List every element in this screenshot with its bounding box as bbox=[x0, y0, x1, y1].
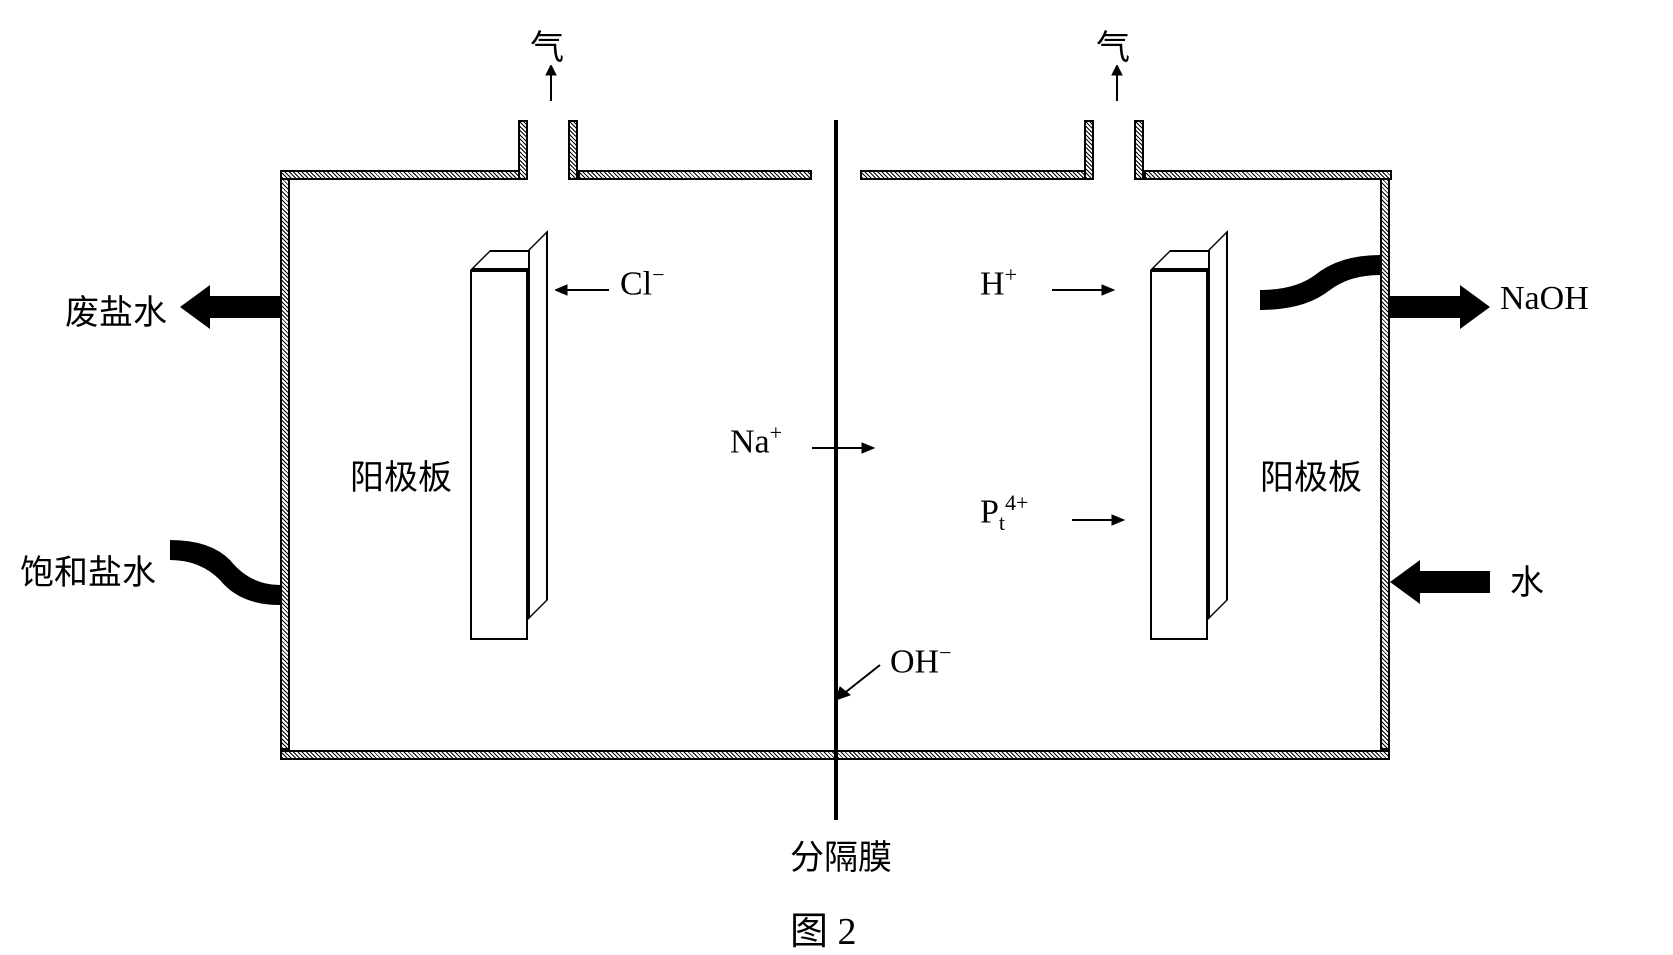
na-ion: Na+ bbox=[730, 420, 782, 461]
tank-top-2 bbox=[578, 170, 812, 180]
na-arrow bbox=[810, 438, 880, 458]
naoh-label: NaOH bbox=[1500, 280, 1589, 318]
figure-label: 图 2 bbox=[790, 900, 857, 955]
gas-label-right: 气 bbox=[1096, 20, 1130, 69]
tank-top-4 bbox=[1144, 170, 1392, 180]
pt-arrow bbox=[1070, 510, 1130, 530]
oh-ion: OH− bbox=[890, 640, 952, 681]
gas-stack-l1 bbox=[518, 120, 528, 180]
oh-arrow bbox=[830, 655, 890, 705]
sat-brine-pipe bbox=[170, 530, 310, 610]
h-ion: H+ bbox=[980, 262, 1017, 303]
gas-label-left: 气 bbox=[530, 20, 564, 69]
anode-plate-left bbox=[470, 250, 530, 640]
sat-brine-label: 饱和盐水 bbox=[20, 545, 156, 594]
gas-stack-r1 bbox=[1084, 120, 1094, 180]
gas-arrow-right bbox=[1109, 65, 1125, 105]
gas-stack-l2 bbox=[568, 120, 578, 180]
waste-brine-label: 废盐水 bbox=[65, 285, 167, 334]
anode-plate-right bbox=[1150, 250, 1210, 640]
tank-wall-left bbox=[280, 170, 290, 750]
cl-ion: Cl− bbox=[620, 262, 665, 303]
gas-arrow-left bbox=[543, 65, 559, 105]
pt-ion: Pt4+ bbox=[980, 490, 1028, 536]
membrane bbox=[834, 120, 838, 820]
membrane-label: 分隔膜 bbox=[790, 830, 892, 879]
electrolysis-diagram: 气 气 分隔膜 阳极板 阳极板 Cl− H+ bbox=[200, 70, 1470, 820]
waste-brine-arrow bbox=[180, 285, 280, 329]
naoh-arrow bbox=[1390, 285, 1490, 329]
tank-top-3 bbox=[860, 170, 1094, 180]
naoh-pipe bbox=[1260, 255, 1390, 325]
water-label: 水 bbox=[1510, 555, 1544, 604]
tank-top-1 bbox=[280, 170, 528, 180]
water-arrow bbox=[1390, 560, 1490, 604]
h-arrow bbox=[1050, 280, 1120, 300]
plate-label-right: 阳极板 bbox=[1260, 450, 1362, 499]
gas-stack-r2 bbox=[1134, 120, 1144, 180]
plate-label-left: 阳极板 bbox=[350, 450, 452, 499]
cl-arrow bbox=[555, 280, 615, 300]
